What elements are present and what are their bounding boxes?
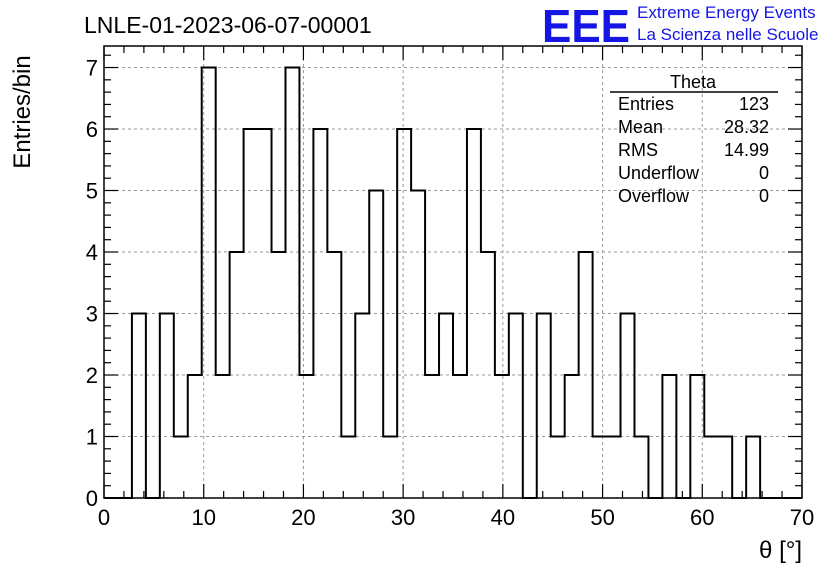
x-tick-label: 40 <box>491 505 515 530</box>
histogram-bin <box>607 437 621 498</box>
y-tick-label: 6 <box>86 117 98 142</box>
x-tick-label: 70 <box>790 505 814 530</box>
histogram-bin <box>341 437 355 498</box>
x-axis-title: θ [°] <box>759 537 802 564</box>
chart-title: LNLE-01-2023-06-07-00001 <box>84 12 372 38</box>
y-tick-label: 7 <box>86 56 98 81</box>
y-axis-title: Entries/bin <box>9 55 36 168</box>
histogram-bin <box>551 437 565 498</box>
histogram-bin <box>509 314 523 498</box>
histogram-outline <box>104 66 802 499</box>
histogram-series <box>104 66 802 499</box>
x-tick-label: 50 <box>590 505 614 530</box>
eee-logo: EEE <box>542 0 630 52</box>
grid <box>104 46 802 498</box>
histogram-bin <box>216 375 230 498</box>
histogram-bin <box>369 191 383 498</box>
stats-label-mean: Mean <box>618 117 663 137</box>
histogram-bin <box>383 437 397 498</box>
histogram-bin <box>718 437 732 498</box>
y-tick-label: 3 <box>86 302 98 327</box>
y-tick-label: 2 <box>86 363 98 388</box>
histogram-bin <box>258 129 272 498</box>
axis-ticks <box>103 46 803 499</box>
x-tick-label: 10 <box>191 505 215 530</box>
histogram-bin <box>285 68 299 498</box>
x-tick-label: 30 <box>391 505 415 530</box>
x-tick-label: 20 <box>291 505 315 530</box>
histogram-bin <box>621 314 635 498</box>
y-tick-label: 1 <box>86 425 98 450</box>
histogram-bin <box>537 314 551 498</box>
y-tick-label: 5 <box>86 179 98 204</box>
histogram-bin <box>634 437 648 498</box>
histogram-bin <box>174 437 188 498</box>
stats-title: Theta <box>670 72 717 92</box>
histogram-bin <box>593 437 607 498</box>
plot-frame <box>103 45 803 499</box>
brand-line-1: Extreme Energy Events <box>637 3 816 22</box>
y-tick-label: 4 <box>86 240 98 265</box>
histogram-bin <box>411 191 425 498</box>
histogram-bin <box>160 314 174 498</box>
stats-label-overflow: Overflow <box>618 186 690 206</box>
stats-label-entries: Entries <box>618 94 674 114</box>
histogram-bin <box>746 437 760 498</box>
stats-label-rms: RMS <box>618 140 658 160</box>
x-tick-label: 60 <box>690 505 714 530</box>
histogram-bin <box>355 314 369 498</box>
histogram-bin <box>704 437 718 498</box>
stats-value-mean: 28.32 <box>724 117 769 137</box>
stats-value-overflow: 0 <box>759 186 769 206</box>
x-tick-label: 0 <box>98 505 110 530</box>
stats-box: Theta Entries 123 Mean 28.32 RMS 14.99 U… <box>610 72 778 206</box>
y-tick-label: 0 <box>86 486 98 511</box>
histogram-bin <box>299 375 313 498</box>
stats-value-entries: 123 <box>739 94 769 114</box>
brand-line-2: La Scienza nelle Scuole <box>637 25 818 44</box>
stats-label-underflow: Underflow <box>618 163 700 183</box>
histogram-bin <box>132 314 146 498</box>
stats-value-underflow: 0 <box>759 163 769 183</box>
histogram-bin <box>439 314 453 498</box>
stats-value-rms: 14.99 <box>724 140 769 160</box>
